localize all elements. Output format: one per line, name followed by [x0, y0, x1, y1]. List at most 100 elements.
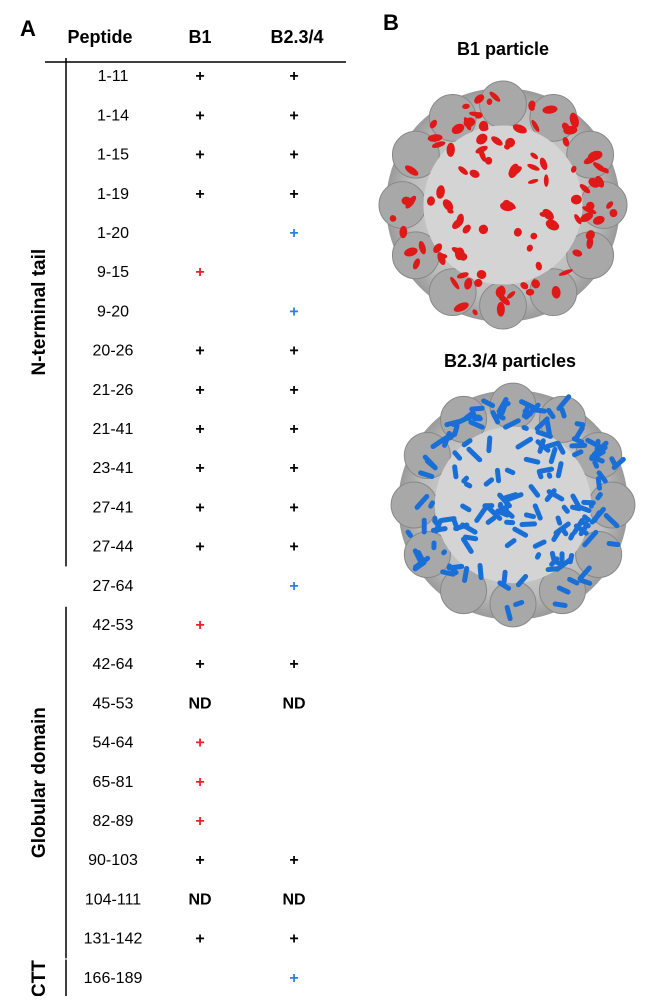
highlight: [507, 470, 513, 472]
column-header: B1: [188, 27, 211, 47]
highlight: [595, 462, 597, 466]
highlight: [463, 506, 469, 510]
highlight: [486, 480, 491, 484]
region-label: Globular domain: [29, 707, 50, 858]
detection-mark: +: [195, 852, 204, 869]
peptide: 20-26: [93, 343, 134, 360]
peptide: 23-41: [93, 460, 134, 477]
detection-mark: +: [289, 539, 298, 556]
detection-mark: +: [289, 931, 298, 948]
highlight: [562, 410, 564, 416]
peptide: 1-20: [97, 225, 129, 242]
detection-mark: +: [195, 656, 204, 673]
highlight: [505, 404, 508, 405]
highlight: [526, 515, 533, 517]
particle-title: B2.3/4 particles: [444, 351, 576, 371]
highlight: [480, 565, 481, 577]
highlight: [455, 467, 456, 477]
highlight: [537, 555, 538, 557]
detection-mark: +: [289, 303, 298, 320]
detection-mark: +: [289, 499, 298, 516]
detection-mark: +: [195, 499, 204, 516]
highlight: [612, 459, 615, 465]
panel-label: A: [20, 16, 36, 41]
highlight: [465, 537, 475, 539]
detection-mark: +: [289, 68, 298, 85]
particle-image: [391, 383, 635, 627]
highlight: [571, 534, 573, 538]
peptide: 9-15: [97, 264, 129, 281]
detection-mark: +: [195, 931, 204, 948]
detection-mark: +: [195, 460, 204, 477]
detection-mark: +: [289, 970, 298, 987]
column-header: Peptide: [67, 27, 132, 47]
highlight: [464, 478, 467, 481]
peptide: 21-41: [93, 421, 134, 438]
highlight: [558, 518, 560, 523]
detection-mark: +: [289, 421, 298, 438]
highlight: [472, 408, 482, 409]
highlight: [547, 421, 549, 433]
highlight: [572, 445, 585, 446]
peptide: 42-53: [93, 617, 134, 634]
peptide: 1-19: [97, 186, 129, 203]
highlight: [598, 495, 600, 498]
detection-mark: +: [195, 539, 204, 556]
highlight: [539, 469, 551, 471]
highlight: [507, 607, 510, 618]
highlight: [524, 428, 526, 429]
highlight: [469, 414, 474, 419]
highlight: [504, 572, 505, 582]
highlight: [442, 519, 454, 521]
peptide: 82-89: [93, 813, 134, 830]
highlight: [454, 521, 457, 529]
highlight: [585, 517, 589, 520]
highlight: [551, 449, 555, 461]
particle-image: [379, 81, 627, 329]
highlight: [506, 503, 508, 514]
detection-mark: +: [289, 656, 298, 673]
peptide: 1-14: [97, 107, 129, 124]
peptide: 9-20: [97, 303, 129, 320]
highlight: [584, 523, 589, 526]
highlight: [577, 424, 583, 425]
panel-label: B: [383, 10, 399, 35]
detection-mark: +: [195, 735, 204, 752]
detection-mark: +: [289, 186, 298, 203]
peptide: 21-26: [93, 382, 134, 399]
highlight: [570, 555, 571, 561]
highlight: [522, 524, 535, 525]
highlight: [570, 579, 577, 583]
detection-mark: +: [289, 382, 298, 399]
highlight: [547, 443, 558, 446]
peptide: 104-111: [85, 891, 141, 908]
highlight: [581, 580, 590, 583]
peptide: 27-44: [93, 539, 134, 556]
highlight: [488, 518, 494, 522]
detection-mark: +: [195, 107, 204, 124]
peptide: 42-64: [93, 656, 134, 673]
highlight: [548, 569, 556, 570]
highlight: [464, 441, 470, 445]
detection-mark: +: [289, 343, 298, 360]
highlight: [516, 602, 522, 604]
highlight: [408, 532, 410, 535]
highlight: [431, 503, 433, 506]
detection-mark: ND: [188, 891, 211, 908]
highlight: [497, 302, 505, 317]
highlight: [558, 464, 561, 476]
highlight: [443, 572, 454, 574]
highlight: [540, 441, 543, 452]
detection-mark: +: [195, 68, 204, 85]
column-header: B2.3/4: [270, 27, 323, 47]
highlight: [581, 528, 585, 534]
region-label: CTT: [29, 960, 50, 996]
highlight: [598, 479, 599, 488]
detection-mark: +: [195, 774, 204, 791]
detection-mark: ND: [282, 695, 305, 712]
detection-mark: +: [195, 617, 204, 634]
peptide: 27-41: [93, 499, 134, 516]
capsomer: [379, 182, 426, 229]
highlight: [450, 434, 454, 438]
peptide: 90-103: [88, 852, 138, 869]
